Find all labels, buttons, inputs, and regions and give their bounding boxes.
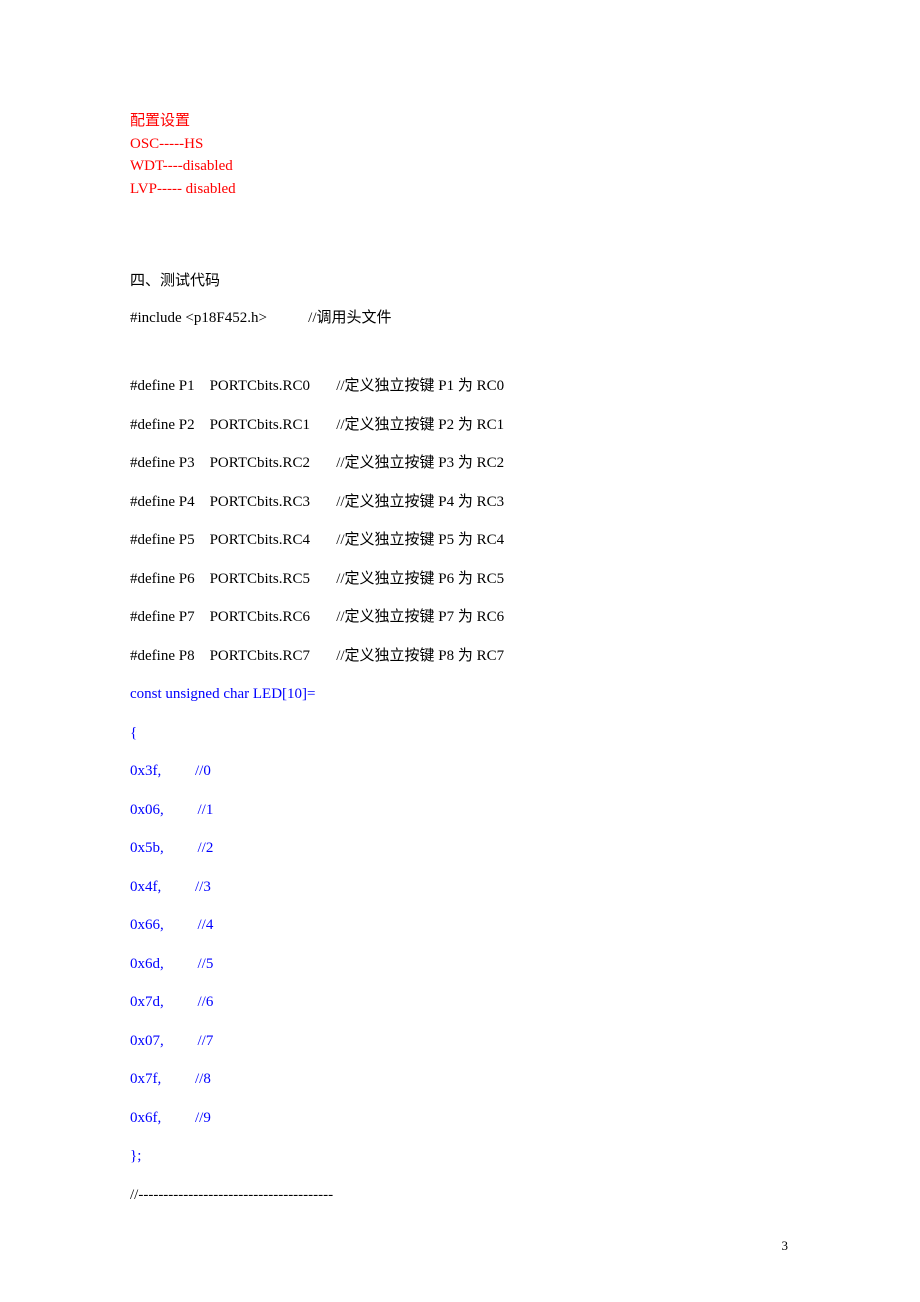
array-item: 0x3f, //0	[130, 760, 790, 783]
brace-close: };	[130, 1145, 790, 1168]
array-item: 0x66, //4	[130, 914, 790, 937]
spacer	[130, 345, 790, 375]
array-item: 0x07, //7	[130, 1030, 790, 1053]
array-item: 0x7f, //8	[130, 1068, 790, 1091]
define-line: #define P5 PORTCbits.RC4 //定义独立按键 P5 为 R…	[130, 529, 790, 552]
define-line: #define P1 PORTCbits.RC0 //定义独立按键 P1 为 R…	[130, 375, 790, 398]
array-item: 0x7d, //6	[130, 991, 790, 1014]
define-line: #define P6 PORTCbits.RC5 //定义独立按键 P6 为 R…	[130, 568, 790, 591]
array-item: 0x5b, //2	[130, 837, 790, 860]
config-title: 配置设置	[130, 110, 790, 133]
config-osc: OSC-----HS	[130, 133, 790, 156]
brace-open: {	[130, 722, 790, 745]
array-item: 0x4f, //3	[130, 876, 790, 899]
array-item: 0x6f, //9	[130, 1107, 790, 1130]
config-lvp: LVP----- disabled	[130, 178, 790, 201]
define-line: #define P3 PORTCbits.RC2 //定义独立按键 P3 为 R…	[130, 452, 790, 475]
define-line: #define P7 PORTCbits.RC6 //定义独立按键 P7 为 R…	[130, 606, 790, 629]
section-heading: 四、测试代码	[130, 270, 790, 293]
page-number: 3	[782, 1238, 789, 1254]
define-line: #define P2 PORTCbits.RC1 //定义独立按键 P2 为 R…	[130, 414, 790, 437]
array-item: 0x6d, //5	[130, 953, 790, 976]
include-line: #include <p18F452.h> //调用头文件	[130, 307, 790, 330]
spacer	[130, 200, 790, 270]
array-item: 0x06, //1	[130, 799, 790, 822]
array-declaration: const unsigned char LED[10]=	[130, 683, 790, 706]
divider-comment: //--------------------------------------…	[130, 1184, 790, 1207]
config-wdt: WDT----disabled	[130, 155, 790, 178]
define-line: #define P4 PORTCbits.RC3 //定义独立按键 P4 为 R…	[130, 491, 790, 514]
define-line: #define P8 PORTCbits.RC7 //定义独立按键 P8 为 R…	[130, 645, 790, 668]
